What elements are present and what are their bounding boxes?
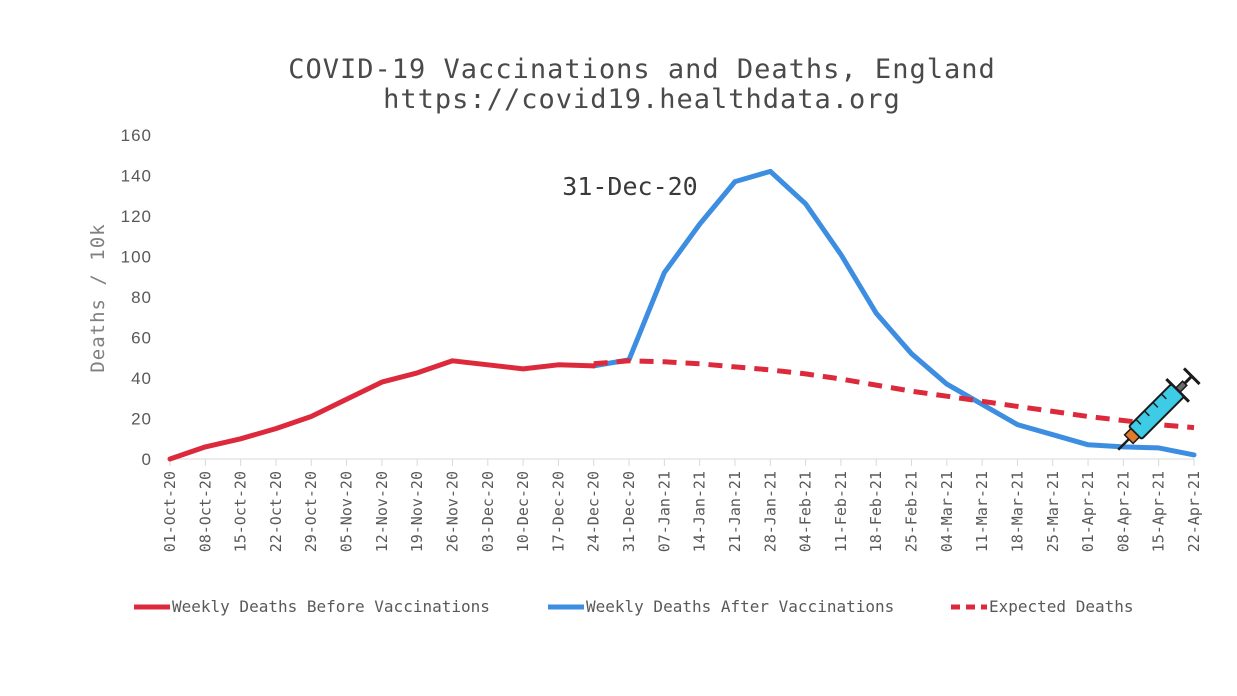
x-tick-label: 22-Oct-20	[267, 471, 285, 552]
x-tick-label: 14-Jan-21	[691, 471, 709, 552]
series-layer	[167, 168, 1197, 462]
x-tick-label: 26-Nov-20	[443, 471, 461, 552]
y-tick-label: 140	[121, 167, 152, 186]
legend-item-after[interactable]: Weekly Deaths After Vaccinations	[548, 597, 894, 616]
y-tick-label: 0	[142, 450, 152, 469]
y-tick-label: 120	[121, 207, 152, 226]
x-tick-label: 08-Apr-21	[1114, 471, 1132, 552]
x-tick-label: 25-Feb-21	[903, 471, 921, 552]
legend: Weekly Deaths Before Vaccinations Weekly…	[134, 597, 1134, 616]
x-tick-label: 25-Mar-21	[1044, 471, 1062, 552]
y-tick-label: 60	[131, 329, 152, 348]
legend-label-before: Weekly Deaths Before Vaccinations	[172, 597, 490, 616]
x-tick-label: 04-Mar-21	[938, 471, 956, 552]
y-tick-label: 80	[131, 288, 152, 307]
x-tick-label: 04-Feb-21	[797, 471, 815, 552]
x-tick-label: 08-Oct-20	[196, 471, 214, 552]
legend-item-before[interactable]: Weekly Deaths Before Vaccinations	[134, 597, 490, 616]
x-tick-label: 01-Apr-21	[1079, 471, 1097, 552]
x-tick-label: 29-Oct-20	[302, 471, 320, 552]
x-tick-label: 31-Dec-20	[620, 471, 638, 552]
x-tick-label: 21-Jan-21	[726, 471, 744, 552]
x-tick-label: 22-Apr-21	[1185, 471, 1203, 552]
x-axis: 01-Oct-20 08-Oct-20 15-Oct-20 22-Oct-20 29-O…	[161, 458, 1203, 552]
x-tick-label: 03-Dec-20	[479, 471, 497, 552]
x-tick-label: 18-Feb-21	[867, 471, 885, 552]
peak-annotation: 31-Dec-20	[562, 172, 697, 201]
x-tick-label: 24-Dec-20	[585, 471, 603, 552]
x-tick-label: 07-Jan-21	[655, 471, 673, 552]
y-axis-title: Deaths / 10k	[87, 223, 109, 372]
x-tick-label: 12-Nov-20	[373, 471, 391, 552]
y-axis-ticks: 0 20 40 60 80 100 120 140 160	[121, 126, 152, 469]
x-tick-label: 17-Dec-20	[549, 471, 567, 552]
x-tick-label: 05-Nov-20	[338, 471, 356, 552]
chart-title: COVID-19 Vaccinations and Deaths, Englan…	[288, 54, 995, 85]
y-tick-label: 160	[121, 126, 152, 145]
x-tick-label: 15-Oct-20	[232, 471, 250, 552]
series-line-2	[593, 358, 1195, 431]
x-tick-label: 19-Nov-20	[408, 471, 426, 552]
y-tick-label: 20	[131, 410, 152, 429]
x-tick-label: 11-Mar-21	[973, 471, 991, 552]
syringe-icon	[1117, 367, 1201, 451]
x-tick-label: 10-Dec-20	[514, 471, 532, 552]
x-tick-label: 15-Apr-21	[1150, 471, 1168, 552]
legend-label-after: Weekly Deaths After Vaccinations	[586, 597, 894, 616]
x-tick-label: 18-Mar-21	[1008, 471, 1026, 552]
legend-item-expected[interactable]: Expected Deaths	[951, 597, 1134, 616]
y-tick-label: 40	[131, 369, 152, 388]
x-tick-label: 01-Oct-20	[161, 471, 179, 552]
series-line-0	[167, 358, 597, 462]
x-tick-label: 28-Jan-21	[761, 471, 779, 552]
x-tick-label: 11-Feb-21	[832, 471, 850, 552]
chart-subtitle: https://covid19.healthdata.org	[383, 84, 901, 115]
legend-label-expected: Expected Deaths	[989, 597, 1134, 616]
series-line-1	[591, 168, 1197, 458]
y-tick-label: 100	[121, 248, 152, 267]
